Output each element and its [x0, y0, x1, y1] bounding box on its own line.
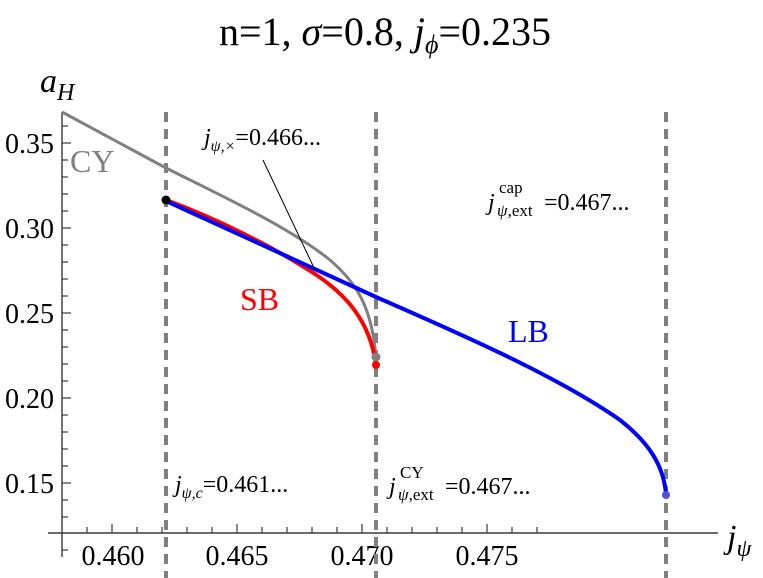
- point-lb-end: [662, 491, 670, 499]
- y-tick-labels: 0.35 0.30 0.25 0.20 0.15: [5, 129, 54, 500]
- svg-text:j: j: [386, 474, 396, 500]
- annotation-j-ext-cap: j cap ψ,ext =0.467...: [485, 178, 630, 220]
- annotation-j-c: jψ,c=0.461...: [172, 472, 288, 502]
- label-lb: LB: [508, 313, 549, 349]
- svg-text:0.465: 0.465: [206, 541, 269, 572]
- series-lb-curve: [165, 199, 668, 496]
- annotation-j-cross: jψ,×=0.466...: [201, 125, 321, 155]
- svg-text:0.470: 0.470: [331, 541, 394, 572]
- svg-text:j: j: [485, 190, 495, 216]
- svg-text:CY: CY: [400, 463, 424, 482]
- series-cy-curve: [61, 110, 378, 359]
- svg-text:ψ,ext: ψ,ext: [398, 485, 434, 504]
- annotation-j-ext-cy: j CY ψ,ext =0.467...: [386, 463, 531, 504]
- svg-text:0.460: 0.460: [82, 541, 145, 572]
- svg-text:ψ,ext: ψ,ext: [497, 201, 533, 220]
- x-ticks: [86, 524, 538, 533]
- x-tick-labels: 0.460 0.465 0.470 0.475: [82, 541, 519, 572]
- svg-text:0.25: 0.25: [5, 299, 54, 330]
- svg-text:0.20: 0.20: [5, 384, 54, 415]
- series-sb-curve: [165, 198, 378, 366]
- axes: [48, 112, 718, 557]
- point-start-black: [161, 195, 171, 205]
- svg-text:0.35: 0.35: [5, 129, 54, 160]
- crossing-pointer-line: [262, 159, 316, 271]
- y-ticks: [62, 125, 71, 551]
- point-sb-end: [372, 361, 380, 369]
- vertical-dashed-lines: [164, 112, 668, 578]
- svg-text:0.30: 0.30: [5, 214, 54, 245]
- svg-text:cap: cap: [499, 178, 523, 197]
- svg-text:0.475: 0.475: [456, 541, 519, 572]
- x-axis-label: jψ: [723, 519, 752, 562]
- svg-text:=0.467...: =0.467...: [445, 474, 531, 500]
- y-axis-label: aH: [40, 63, 76, 106]
- svg-text:0.15: 0.15: [5, 469, 54, 500]
- chart-title: n=1, σ=0.8, jϕ=0.235: [219, 9, 551, 59]
- label-cy: CY: [70, 143, 114, 179]
- point-cy-end: [371, 352, 381, 362]
- label-sb: SB: [240, 281, 279, 317]
- svg-text:=0.467...: =0.467...: [544, 190, 630, 216]
